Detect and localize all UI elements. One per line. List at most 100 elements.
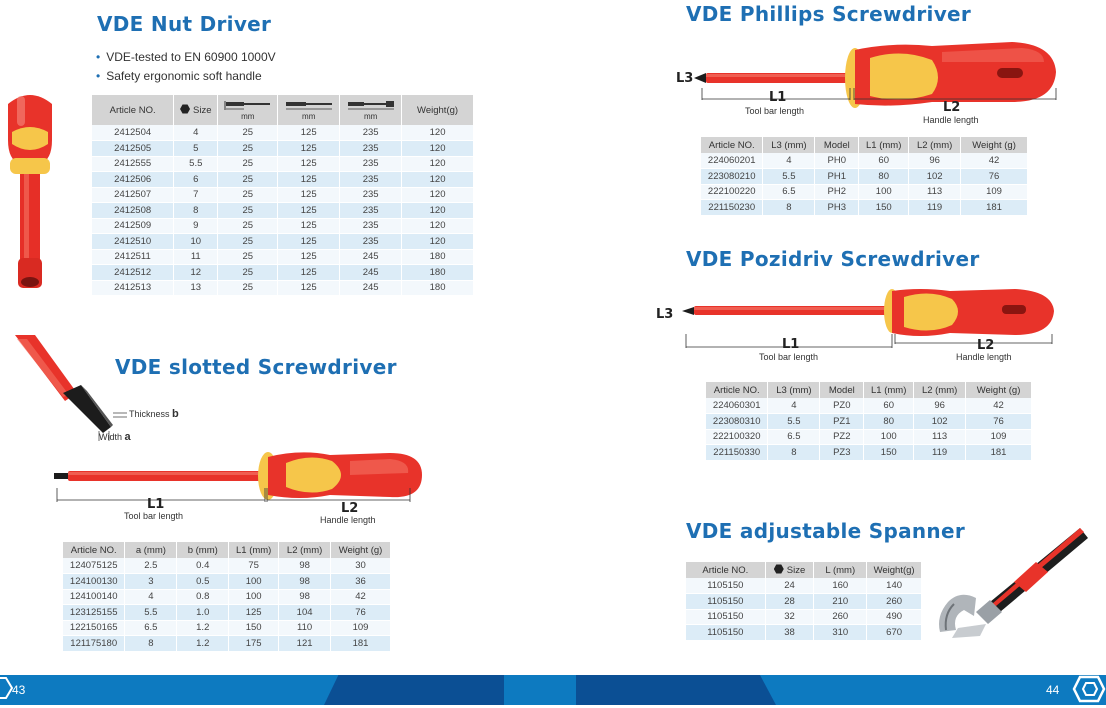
- table-cell: PH0: [814, 153, 860, 169]
- table-cell: 125: [277, 202, 341, 219]
- table-cell: 0.8: [176, 589, 230, 605]
- table-cell: 8: [767, 444, 821, 461]
- slotted-l2-caption: Handle length: [320, 515, 376, 525]
- table-row: 2412508 8 25 125 235 120: [92, 202, 474, 219]
- table-cell: 180: [401, 249, 474, 265]
- bullet-item: VDE-tested to EN 60900 1000V: [96, 48, 275, 67]
- header-dim-2: mm: [277, 95, 341, 125]
- footer-accent-right: [576, 675, 776, 705]
- table-header-cell: Model: [814, 137, 860, 153]
- table-cell: 124100140: [63, 589, 126, 605]
- table-header-cell: Weight (g): [965, 382, 1032, 398]
- page-number-right: 44: [1046, 683, 1060, 697]
- table-cell: 104: [278, 604, 332, 621]
- table-cell: 119: [913, 444, 967, 461]
- table-cell: 4: [767, 398, 821, 414]
- table-cell: 222100320: [706, 429, 769, 445]
- table-cell: 5.5: [124, 604, 178, 621]
- table-cell: 100: [858, 184, 910, 200]
- table-cell: 224060201: [701, 153, 764, 169]
- table-cell: 223080210: [701, 168, 764, 185]
- table-cell: 75: [228, 558, 280, 574]
- table-cell: 9: [173, 218, 219, 234]
- phillips-screwdriver-image: [694, 42, 1056, 108]
- table-cell: 670: [866, 624, 922, 641]
- table-cell: 25: [217, 156, 279, 172]
- shaft-length-icon: [285, 101, 332, 109]
- table-cell: 1105150: [686, 609, 766, 625]
- table-cell: 2412508: [92, 202, 175, 219]
- table-header-cell: b (mm): [176, 542, 230, 558]
- table-cell: 235: [339, 156, 403, 172]
- table-cell: 260: [866, 593, 922, 610]
- table-cell: 2412507: [92, 187, 175, 203]
- table-cell: 125: [277, 140, 341, 157]
- table-row: 2412513 13 25 125 245 180: [92, 280, 474, 296]
- table-header-cell: L2 (mm): [278, 542, 332, 558]
- table-cell: 98: [278, 589, 332, 605]
- table-cell: PH2: [814, 184, 860, 200]
- table-header-cell: L2 (mm): [913, 382, 967, 398]
- table-cell: 224060301: [706, 398, 769, 414]
- table-cell: 260: [813, 609, 868, 625]
- table-cell: 102: [913, 413, 967, 430]
- table-row: 2412510 10 25 125 235 120: [92, 233, 474, 250]
- table-cell: 11: [173, 249, 219, 265]
- table-cell: 0.5: [176, 573, 230, 590]
- table-cell: 150: [228, 620, 280, 636]
- table-cell: 160: [813, 578, 868, 594]
- table-cell: 113: [913, 429, 967, 445]
- phillips-table: Article NO. L3 (mm) Model L1 (mm) L2 (mm) Wei…: [701, 137, 1028, 216]
- table-cell: 60: [863, 398, 915, 414]
- table-cell: 310: [813, 624, 868, 641]
- table-header-cell: Article NO.: [706, 382, 769, 398]
- pozidriv-l1-caption: Tool bar length: [759, 352, 819, 362]
- table-cell: 80: [858, 168, 910, 185]
- table-cell: 25: [217, 171, 279, 188]
- table-row: 224060301 4 PZ0 60 96 42: [706, 398, 1032, 414]
- table-cell: 32: [765, 609, 815, 625]
- table-cell: 96: [908, 153, 962, 169]
- header-weight: Weight(g): [866, 562, 922, 578]
- table-cell: 235: [339, 125, 403, 141]
- phillips-l2-caption: Handle length: [923, 115, 979, 125]
- header-article: Article NO.: [92, 95, 175, 125]
- table-cell: 120: [401, 125, 474, 141]
- table-cell: PH3: [814, 199, 860, 216]
- table-cell: 4: [124, 589, 178, 605]
- table-cell: 42: [960, 153, 1028, 169]
- table-cell: 1105150: [686, 578, 766, 594]
- socket-depth-icon: [224, 100, 270, 110]
- table-cell: 125: [277, 218, 341, 234]
- nut-driver-title: VDE Nut Driver: [97, 12, 272, 36]
- phillips-title: VDE Phillips Screwdriver: [686, 2, 972, 26]
- phillips-l1-label: L1: [769, 90, 787, 105]
- phillips-dimension-lines: [701, 88, 1057, 100]
- table-cell: 125: [277, 280, 341, 296]
- slotted-l1-label: L1: [147, 497, 165, 512]
- table-cell: 98: [278, 558, 332, 574]
- total-length-icon: [347, 100, 394, 109]
- table-header-cell: L3 (mm): [762, 137, 816, 153]
- table-cell: 13: [173, 280, 219, 296]
- table-cell: 125: [277, 125, 341, 141]
- table-cell: 5.5: [767, 413, 821, 430]
- table-cell: 125: [277, 187, 341, 203]
- table-cell: 1.2: [176, 635, 230, 652]
- table-cell: 235: [339, 233, 403, 250]
- phillips-l1-caption: Tool bar length: [745, 106, 805, 116]
- pozidriv-l2-caption: Handle length: [956, 352, 1012, 362]
- table-cell: PZ1: [819, 413, 865, 430]
- table-header-row: Article NO. Size mm mm mm Weight(g): [92, 95, 474, 125]
- table-cell: 6: [173, 171, 219, 188]
- header-size: Size: [765, 562, 815, 578]
- hex-nut-icon: [773, 564, 784, 574]
- table-cell: 235: [339, 187, 403, 203]
- table-row: 2412505 5 25 125 235 120: [92, 140, 474, 157]
- table-header-cell: L1 (mm): [863, 382, 915, 398]
- header-article: Article NO.: [686, 562, 766, 578]
- table-row: 222100220 6.5 PH2 100 113 109: [701, 184, 1028, 200]
- footer-accent-left: [324, 675, 504, 705]
- table-row: 2412511 11 25 125 245 180: [92, 249, 474, 265]
- table-header-cell: Article NO.: [701, 137, 764, 153]
